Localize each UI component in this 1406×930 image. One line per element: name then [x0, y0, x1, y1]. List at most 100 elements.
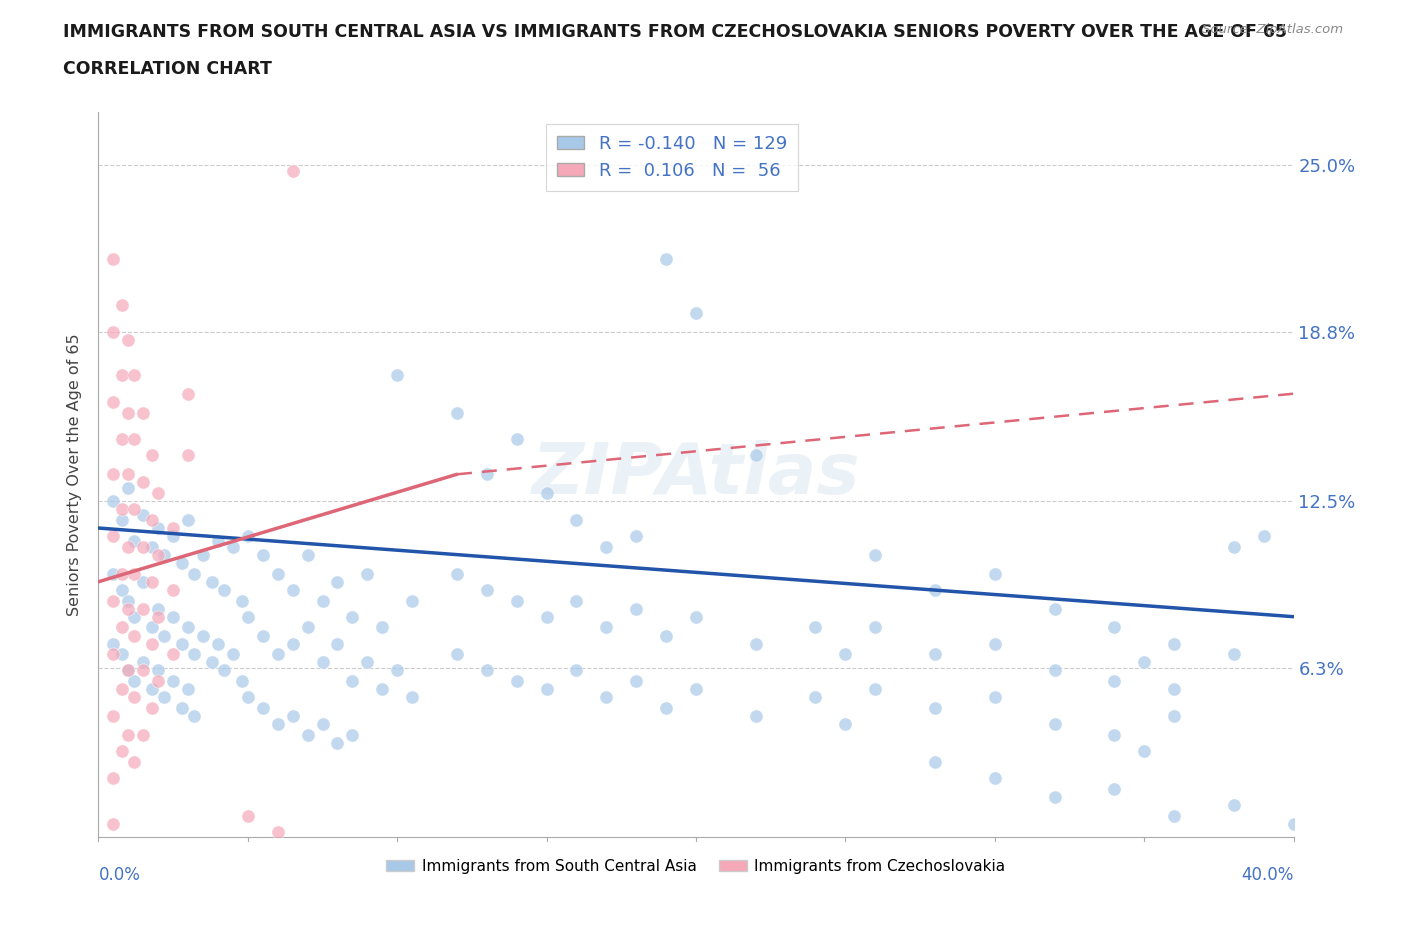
Point	[103, 647, 125, 662]
Point	[326, 736, 349, 751]
Point	[103, 528, 125, 543]
Point	[162, 521, 184, 536]
Point	[924, 647, 946, 662]
Point	[536, 609, 558, 624]
Point	[281, 164, 304, 179]
Point	[385, 367, 409, 382]
Point	[924, 700, 946, 715]
Point	[201, 575, 224, 590]
Point	[124, 609, 146, 624]
Point	[148, 663, 170, 678]
Point	[834, 647, 856, 662]
Point	[111, 744, 134, 759]
Point	[141, 539, 163, 554]
Point	[267, 647, 290, 662]
Point	[1104, 781, 1126, 796]
Point	[446, 647, 468, 662]
Point	[745, 709, 768, 724]
Point	[103, 817, 125, 831]
Point	[132, 539, 155, 554]
Point	[207, 636, 229, 651]
Point	[117, 601, 139, 616]
Point	[655, 628, 678, 643]
Point	[267, 566, 290, 581]
Point	[281, 582, 304, 597]
Point	[326, 575, 349, 590]
Point	[804, 690, 827, 705]
Point	[252, 628, 274, 643]
Point	[984, 636, 1007, 651]
Point	[172, 700, 194, 715]
Point	[595, 620, 617, 635]
Point	[141, 636, 163, 651]
Point	[132, 405, 155, 420]
Point	[281, 709, 304, 724]
Point	[297, 620, 319, 635]
Point	[201, 655, 224, 670]
Legend: Immigrants from South Central Asia, Immigrants from Czechoslovakia: Immigrants from South Central Asia, Immi…	[380, 853, 1012, 880]
Y-axis label: Seniors Poverty Over the Age of 65: Seniors Poverty Over the Age of 65	[67, 333, 83, 616]
Point	[865, 548, 887, 563]
Point	[626, 673, 648, 688]
Point	[565, 663, 588, 678]
Point	[162, 647, 184, 662]
Point	[565, 512, 588, 527]
Point	[177, 512, 200, 527]
Point	[111, 502, 134, 517]
Point	[685, 306, 707, 321]
Point	[1104, 727, 1126, 742]
Point	[141, 575, 163, 590]
Point	[172, 636, 194, 651]
Point	[177, 682, 200, 697]
Point	[117, 663, 139, 678]
Point	[103, 394, 125, 409]
Point	[117, 593, 139, 608]
Point	[153, 548, 176, 563]
Point	[506, 673, 529, 688]
Point	[207, 534, 229, 549]
Point	[1043, 663, 1066, 678]
Point	[124, 502, 146, 517]
Point	[1223, 539, 1246, 554]
Point	[1104, 620, 1126, 635]
Point	[1253, 528, 1275, 543]
Point	[124, 628, 146, 643]
Point	[506, 432, 529, 446]
Point	[1163, 808, 1185, 823]
Point	[124, 754, 146, 769]
Point	[103, 566, 125, 581]
Point	[924, 754, 946, 769]
Point	[536, 485, 558, 500]
Point	[148, 673, 170, 688]
Point	[111, 582, 134, 597]
Point	[536, 682, 558, 697]
Point	[124, 673, 146, 688]
Point	[183, 566, 205, 581]
Point	[103, 467, 125, 482]
Point	[153, 628, 176, 643]
Point	[1043, 790, 1066, 804]
Point	[231, 673, 253, 688]
Point	[124, 566, 146, 581]
Point	[103, 252, 125, 267]
Point	[148, 485, 170, 500]
Point	[162, 673, 184, 688]
Point	[252, 548, 274, 563]
Point	[222, 647, 245, 662]
Point	[685, 609, 707, 624]
Point	[183, 647, 205, 662]
Point	[117, 663, 139, 678]
Point	[177, 386, 200, 401]
Text: CORRELATION CHART: CORRELATION CHART	[63, 60, 273, 78]
Point	[267, 717, 290, 732]
Point	[236, 808, 259, 823]
Point	[111, 647, 134, 662]
Point	[132, 601, 155, 616]
Point	[177, 448, 200, 463]
Point	[141, 512, 163, 527]
Point	[141, 682, 163, 697]
Point	[111, 512, 134, 527]
Point	[132, 507, 155, 522]
Point	[1133, 744, 1156, 759]
Point	[595, 690, 617, 705]
